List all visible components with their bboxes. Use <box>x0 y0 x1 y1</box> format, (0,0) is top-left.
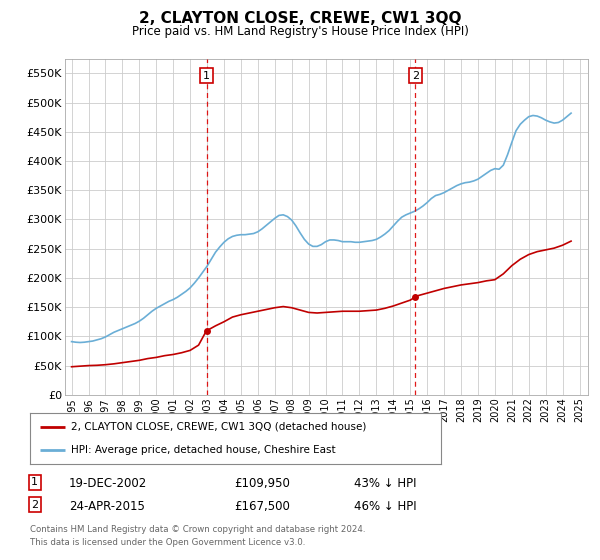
Text: HPI: Average price, detached house, Cheshire East: HPI: Average price, detached house, Ches… <box>71 445 336 455</box>
Text: 2, CLAYTON CLOSE, CREWE, CW1 3QQ: 2, CLAYTON CLOSE, CREWE, CW1 3QQ <box>139 11 461 26</box>
Text: 1: 1 <box>203 71 210 81</box>
Text: This data is licensed under the Open Government Licence v3.0.: This data is licensed under the Open Gov… <box>30 538 305 547</box>
Text: 19-DEC-2002: 19-DEC-2002 <box>69 477 147 490</box>
Text: £109,950: £109,950 <box>234 477 290 490</box>
Text: 43% ↓ HPI: 43% ↓ HPI <box>354 477 416 490</box>
Text: 1: 1 <box>31 477 38 487</box>
Text: 2: 2 <box>31 500 38 510</box>
Text: Price paid vs. HM Land Registry's House Price Index (HPI): Price paid vs. HM Land Registry's House … <box>131 25 469 38</box>
Text: 2: 2 <box>412 71 419 81</box>
Text: 24-APR-2015: 24-APR-2015 <box>69 500 145 512</box>
Text: £167,500: £167,500 <box>234 500 290 512</box>
Text: 46% ↓ HPI: 46% ↓ HPI <box>354 500 416 512</box>
Text: 2, CLAYTON CLOSE, CREWE, CW1 3QQ (detached house): 2, CLAYTON CLOSE, CREWE, CW1 3QQ (detach… <box>71 422 367 432</box>
Text: Contains HM Land Registry data © Crown copyright and database right 2024.: Contains HM Land Registry data © Crown c… <box>30 525 365 534</box>
